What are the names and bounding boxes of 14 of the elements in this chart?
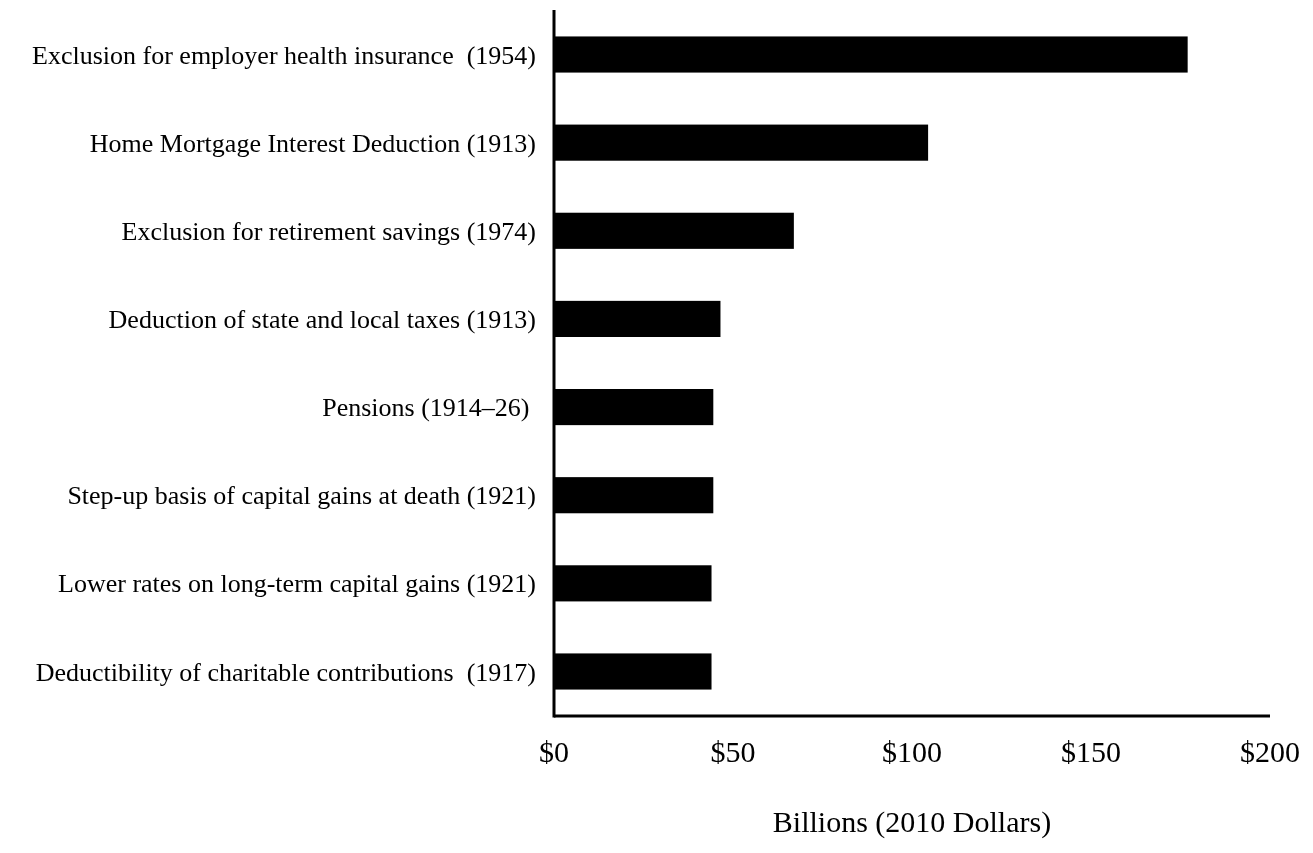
y-tick-label: Step-up basis of capital gains at death (1921) [67,481,536,511]
y-tick-label: Exclusion for employer health insurance (1954) [32,40,536,70]
x-tick-label: $50 [710,735,756,768]
y-tick-label: Home Mortgage Interest Deduction (1913) [89,128,536,158]
y-tick-label: Pensions (1914–26) [322,393,536,423]
y-tick-label: Deductibility of charitable contributions (1917) [35,657,536,687]
x-tick-label: $200 [1240,735,1300,768]
y-tick-label: Deduction of state and local taxes (1913) [108,305,536,335]
x-tick-label: $0 [539,735,569,768]
y-tick-label: Exclusion for retirement savings (1974) [121,216,536,246]
x-axis-title: Billions (2010 Dollars) [772,805,1052,839]
x-tick-label: $150 [1061,735,1121,768]
x-tick-label: $100 [882,735,942,768]
y-tick-label: Lower rates on long-term capital gains (1921) [58,569,536,599]
